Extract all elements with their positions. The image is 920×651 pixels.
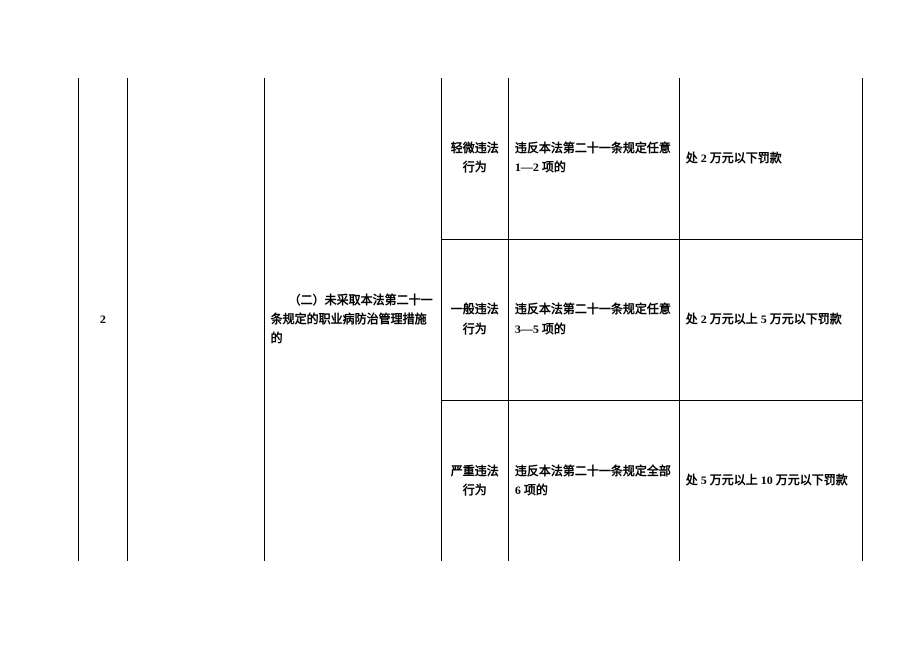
condition-cell: 违反本法第二十一条规定全部 6 项的 <box>508 400 679 561</box>
level-cell: 轻微违法行为 <box>441 78 508 239</box>
table-row: 2 （二）未采取本法第二十一条规定的职业病防治管理措施的 轻微违法行为 违反本法… <box>79 78 863 239</box>
level-cell: 一般违法行为 <box>441 239 508 400</box>
provision-cell: （二）未采取本法第二十一条规定的职业病防治管理措施的 <box>264 78 441 561</box>
condition-cell: 违反本法第二十一条规定任意 1—2 项的 <box>508 78 679 239</box>
penalty-cell: 处 5 万元以上 10 万元以下罚款 <box>679 400 862 561</box>
penalty-cell: 处 2 万元以下罚款 <box>679 78 862 239</box>
level-cell: 严重违法行为 <box>441 400 508 561</box>
penalty-table: 2 （二）未采取本法第二十一条规定的职业病防治管理措施的 轻微违法行为 违反本法… <box>78 78 863 561</box>
index-cell: 2 <box>79 78 128 561</box>
penalty-cell: 处 2 万元以上 5 万元以下罚款 <box>679 239 862 400</box>
condition-cell: 违反本法第二十一条规定任意 3—5 项的 <box>508 239 679 400</box>
empty-cell <box>127 78 264 561</box>
